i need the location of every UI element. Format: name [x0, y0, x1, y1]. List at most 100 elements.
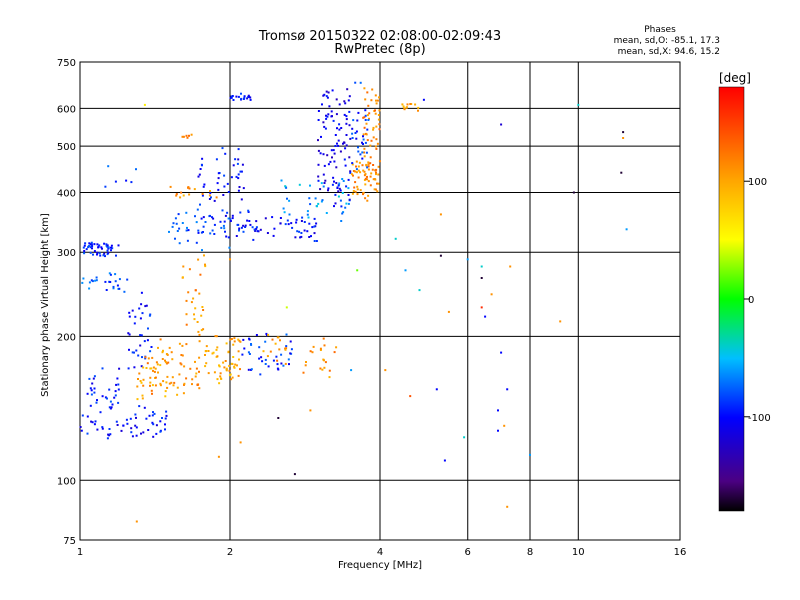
echo-point — [88, 281, 91, 284]
echo-point — [285, 333, 288, 336]
echo-point — [198, 356, 201, 359]
echo-point — [497, 409, 499, 412]
echo-point — [144, 356, 147, 359]
echo-point — [336, 142, 338, 145]
echo-point — [376, 190, 379, 193]
echo-point — [375, 147, 378, 150]
echo-point — [204, 354, 206, 356]
echo-point — [112, 285, 115, 288]
echo-point — [243, 347, 246, 350]
echo-point — [317, 110, 320, 112]
echo-point — [115, 383, 118, 386]
echo-point — [264, 340, 267, 343]
echo-point — [123, 290, 126, 293]
echo-point — [357, 165, 360, 168]
echo-point — [194, 375, 197, 378]
echo-point — [93, 243, 96, 246]
echo-point — [364, 114, 367, 117]
echo-point — [365, 163, 368, 166]
echo-point — [226, 182, 229, 185]
echo-point — [365, 122, 368, 125]
echo-point — [350, 173, 353, 176]
echo-point — [376, 99, 379, 102]
echo-point — [201, 249, 203, 252]
echo-point — [92, 377, 95, 380]
echo-point — [107, 247, 110, 250]
echo-point — [239, 211, 242, 214]
echo-point — [497, 429, 499, 432]
echo-point — [339, 199, 342, 202]
echo-point — [327, 91, 330, 94]
echo-point — [213, 199, 216, 202]
echo-point — [130, 181, 133, 184]
echo-point — [218, 364, 220, 367]
echo-point — [200, 329, 203, 332]
echo-point — [198, 370, 200, 373]
echo-point — [159, 338, 162, 341]
echo-point — [313, 225, 316, 228]
colorbar-ticks: 100 0 -100 — [744, 177, 771, 424]
echo-point — [145, 304, 148, 307]
echo-point — [317, 163, 320, 166]
echo-point — [241, 353, 244, 356]
echo-point — [374, 109, 376, 112]
echo-point — [302, 371, 305, 374]
echo-point — [106, 397, 108, 400]
echo-point — [168, 230, 170, 233]
echo-point — [175, 194, 178, 197]
echo-point — [308, 222, 311, 225]
echo-point — [111, 403, 114, 406]
y-tick-label: 400 — [57, 188, 76, 199]
echo-point — [90, 420, 93, 423]
echo-point — [363, 151, 366, 154]
echo-point — [178, 242, 181, 245]
echo-point — [161, 351, 164, 354]
echo-point — [308, 236, 311, 238]
echo-point — [362, 169, 365, 172]
echo-point — [134, 424, 137, 427]
echo-point — [169, 185, 172, 188]
echo-point — [307, 216, 310, 219]
echo-point — [231, 95, 234, 97]
echo-point — [116, 377, 119, 380]
echo-point — [165, 381, 168, 384]
echo-point — [135, 520, 138, 523]
echo-point — [139, 317, 142, 320]
echo-point — [164, 423, 166, 426]
echo-point — [157, 371, 159, 374]
echo-point — [114, 280, 117, 283]
echo-point — [258, 346, 261, 349]
echo-point — [83, 252, 86, 255]
echo-point — [443, 459, 446, 462]
echo-point — [131, 351, 134, 354]
echo-point — [247, 351, 250, 354]
echo-point — [181, 354, 184, 357]
echo-point — [356, 269, 359, 272]
echo-point — [101, 427, 104, 430]
echo-point — [202, 185, 205, 188]
echo-point — [201, 194, 204, 197]
echo-point — [321, 199, 324, 202]
echo-point — [348, 156, 351, 159]
echo-point — [372, 128, 375, 131]
echo-point — [115, 254, 117, 257]
echo-point — [97, 245, 100, 248]
echo-point — [363, 87, 366, 90]
echo-point — [466, 258, 469, 261]
echo-point — [375, 125, 378, 128]
echo-point — [402, 105, 405, 108]
echo-point — [183, 365, 186, 368]
echo-point — [147, 357, 150, 360]
echo-point — [265, 332, 268, 335]
echo-point — [377, 114, 380, 116]
echo-point — [372, 126, 375, 129]
echo-point — [126, 422, 129, 425]
echo-point — [117, 383, 120, 386]
echo-point — [235, 235, 238, 237]
echo-point — [108, 428, 111, 430]
echo-point — [193, 188, 196, 191]
echo-point — [142, 384, 145, 387]
echo-point — [267, 333, 270, 336]
echo-point — [300, 220, 303, 222]
echo-point — [267, 365, 270, 368]
